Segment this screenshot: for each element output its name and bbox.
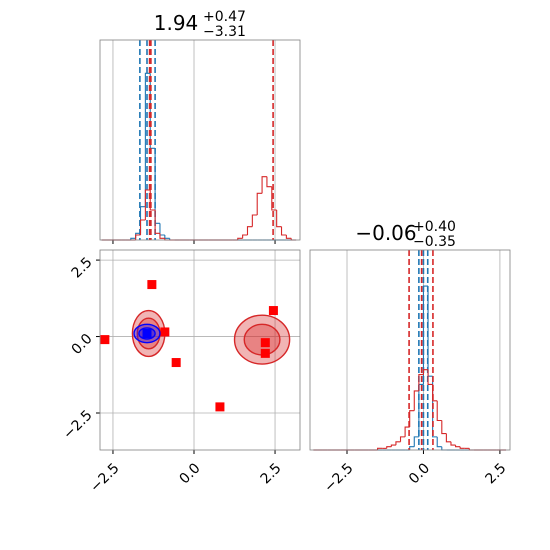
histogram-step xyxy=(427,369,433,385)
histogram-step xyxy=(159,233,165,239)
histogram-step xyxy=(418,374,424,391)
axes-frame xyxy=(99,39,301,241)
histogram-step xyxy=(237,237,243,240)
y-tick-label: 0.0 xyxy=(69,331,96,358)
histogram-step xyxy=(261,176,267,194)
axes-frame xyxy=(309,249,511,451)
histogram-step xyxy=(441,420,447,435)
histogram-step xyxy=(135,234,141,240)
sample-marker xyxy=(268,306,278,316)
axes-frame xyxy=(99,249,301,451)
histogram-step xyxy=(377,447,383,450)
sample-marker xyxy=(215,402,225,412)
panel-title: 1.94 xyxy=(154,11,199,35)
histogram-step xyxy=(144,72,151,207)
y-tick-label: −2.5 xyxy=(60,407,95,442)
sample-marker xyxy=(147,280,157,290)
histogram-step xyxy=(271,186,277,211)
histogram-step xyxy=(246,226,253,235)
x-tick-label: −2.5 xyxy=(87,460,122,495)
histogram-step xyxy=(276,210,282,228)
histogram-step xyxy=(436,400,442,422)
x-tick-label: 0.0 xyxy=(177,460,204,487)
histogram-step xyxy=(418,383,424,437)
histogram-step xyxy=(404,426,410,437)
panel-title: −0.06 xyxy=(355,221,416,245)
histogram-step xyxy=(139,219,146,235)
histogram-step xyxy=(422,369,429,375)
histogram-step xyxy=(285,235,292,239)
sample-marker xyxy=(142,328,152,338)
histogram-step xyxy=(144,189,151,220)
histogram-step xyxy=(130,237,136,240)
histogram-step xyxy=(455,445,461,448)
histogram-step xyxy=(149,73,156,149)
title-value: −0.06 xyxy=(355,221,416,245)
histogram-step xyxy=(256,192,263,215)
histogram-step xyxy=(386,446,392,449)
histogram-step xyxy=(436,436,442,448)
histogram-step xyxy=(266,176,272,188)
sample-marker xyxy=(160,327,170,337)
histogram-step xyxy=(399,436,406,442)
histogram-step xyxy=(390,444,396,447)
sample-marker xyxy=(100,335,110,345)
histogram-step xyxy=(159,223,165,236)
sample-marker xyxy=(171,358,181,368)
histogram-step xyxy=(251,214,258,227)
histogram-step xyxy=(409,446,415,450)
histogram-step xyxy=(280,226,287,236)
sample-marker xyxy=(260,348,270,358)
histogram-step xyxy=(427,286,433,377)
histogram-step xyxy=(409,410,415,428)
x-tick-label: 2.5 xyxy=(258,460,285,487)
title-upper: +0.47 xyxy=(203,9,246,25)
histogram-step xyxy=(154,210,160,234)
y-tick-label: 2.5 xyxy=(69,254,96,281)
x-tick-label: 2.5 xyxy=(482,460,509,487)
histogram-step xyxy=(459,446,465,449)
title-upper: +0.40 xyxy=(413,219,456,235)
title-value: 1.94 xyxy=(154,11,199,35)
sample-marker xyxy=(260,338,270,348)
histogram-step xyxy=(445,433,451,443)
histogram-step xyxy=(450,441,456,446)
title-lower: −0.35 xyxy=(413,234,456,250)
histogram-step xyxy=(242,234,248,239)
x-tick-label: 0.0 xyxy=(406,460,433,487)
histogram-step xyxy=(164,235,170,239)
histogram-step xyxy=(413,390,419,411)
histogram-step xyxy=(395,441,401,446)
histogram-step xyxy=(413,436,419,447)
histogram-step xyxy=(441,446,447,451)
title-lower: −3.31 xyxy=(203,24,246,40)
x-tick-label: −2.5 xyxy=(321,460,356,495)
